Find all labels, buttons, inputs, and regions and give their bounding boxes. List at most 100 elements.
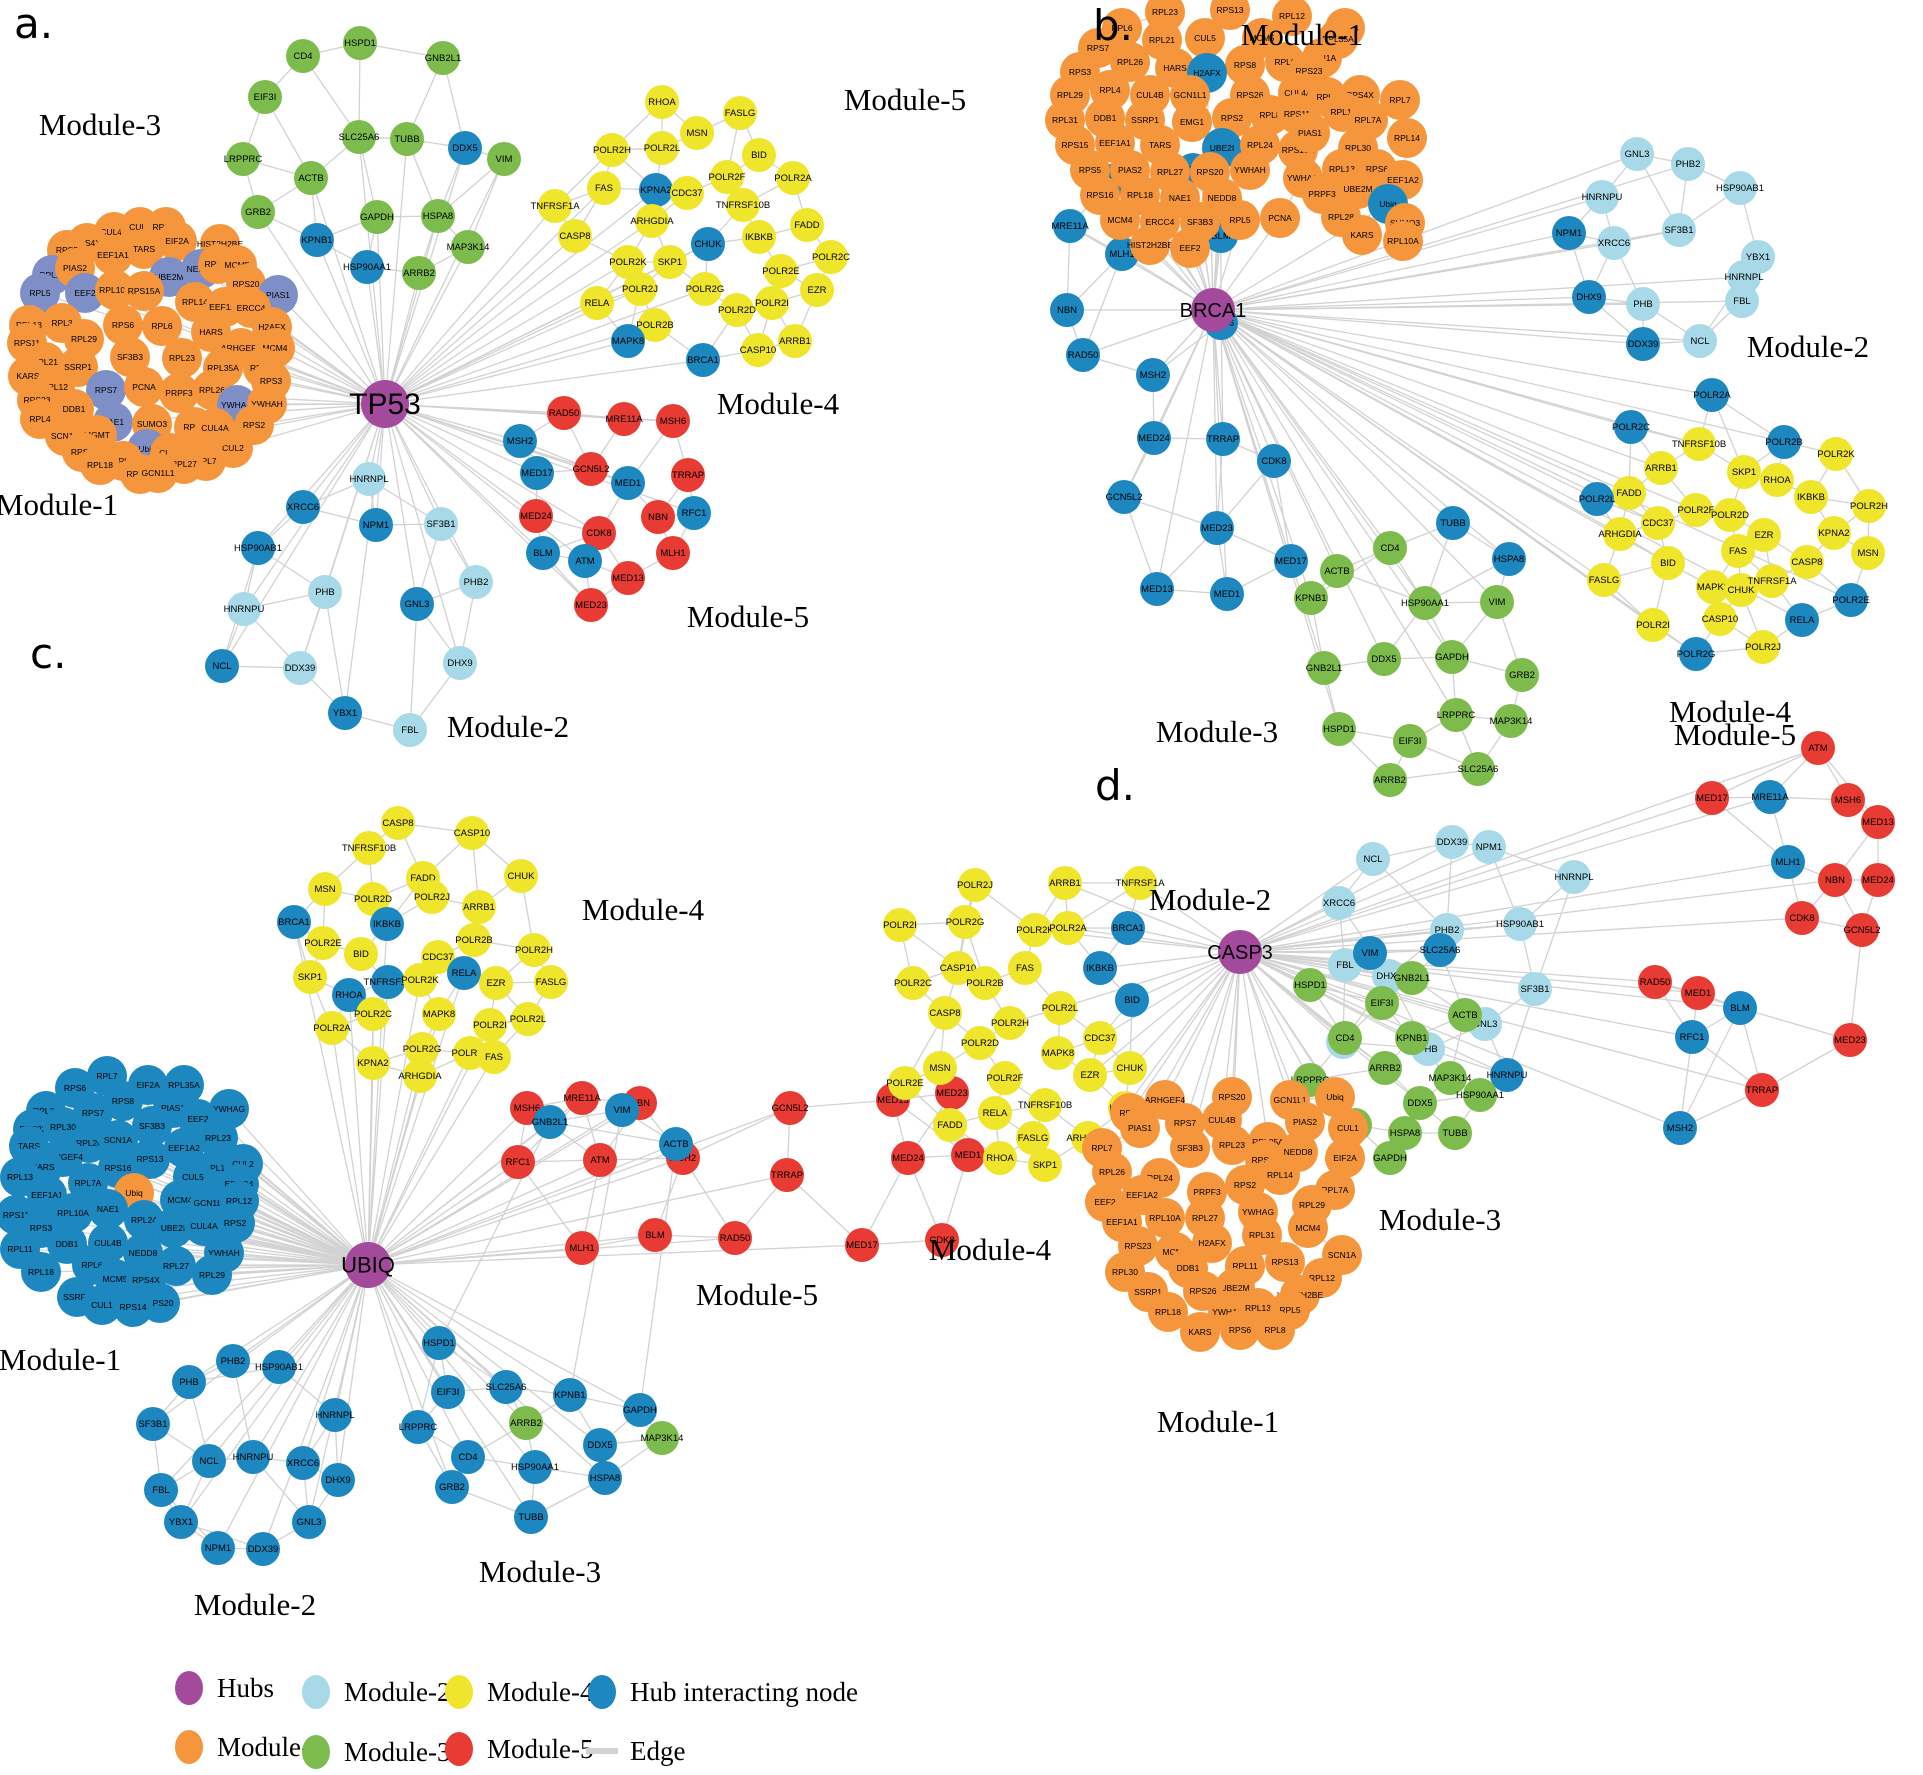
node-LRPPRC[interactable]: LRPPRC <box>224 142 263 176</box>
node-HSPD1[interactable]: HSPD1 <box>1322 712 1356 746</box>
node-VIM[interactable]: VIM <box>1480 585 1514 619</box>
node-GNL3[interactable]: GNL3 <box>400 587 434 621</box>
node-CDK8[interactable]: CDK8 <box>1785 901 1819 935</box>
node-KPNB1[interactable]: KPNB1 <box>553 1378 587 1412</box>
node-MSH2[interactable]: MSH2 <box>1663 1111 1697 1145</box>
node-EIF3I[interactable]: EIF3I <box>1365 986 1399 1020</box>
node-CASP8[interactable]: CASP8 <box>1790 545 1824 579</box>
node-XRCC6[interactable]: XRCC6 <box>286 490 320 524</box>
node-TUBB[interactable]: TUBB <box>514 1500 548 1534</box>
node-GCN5L2[interactable]: GCN5L2 <box>1106 480 1143 514</box>
node-TNFRSF10B[interactable]: TNFRSF10B <box>342 831 396 865</box>
node-RHOA[interactable]: RHOA <box>645 85 679 119</box>
node-RPL6[interactable]: RPL6 <box>142 306 182 346</box>
node-DHX9[interactable]: DHX9 <box>321 1463 355 1497</box>
node-RPS13[interactable]: RPS13 <box>130 1139 170 1179</box>
node-TNFRSF10B[interactable]: TNFRSF10B <box>716 188 770 222</box>
node-ACTB[interactable]: ACTB <box>659 1127 693 1161</box>
node-SKP1[interactable]: SKP1 <box>1727 455 1761 489</box>
node-POLR2A[interactable]: POLR2A <box>1693 378 1731 412</box>
node-POLR2G[interactable]: POLR2G <box>946 905 985 939</box>
node-MAPK8[interactable]: MAPK8 <box>1041 1036 1075 1070</box>
node-SF3B1[interactable]: SF3B1 <box>1518 972 1552 1006</box>
node-GCN1L1[interactable]: GCN1L1 <box>138 453 178 493</box>
node-CHUK[interactable]: CHUK <box>1724 573 1758 607</box>
node-BRCA1[interactable]: BRCA1 <box>686 343 720 377</box>
node-GNL3[interactable]: GNL3 <box>1620 137 1654 171</box>
node-XRCC6[interactable]: XRCC6 <box>1322 886 1356 920</box>
node-FASLG[interactable]: FASLG <box>534 965 568 999</box>
node-ATM[interactable]: ATM <box>1801 731 1835 765</box>
node-YBX1[interactable]: YBX1 <box>164 1505 198 1539</box>
node-XRCC6[interactable]: XRCC6 <box>1597 226 1631 260</box>
node-POLR2C[interactable]: POLR2C <box>812 240 850 274</box>
node-CHUK[interactable]: CHUK <box>504 859 538 893</box>
node-CDC37[interactable]: CDC37 <box>1641 506 1675 540</box>
node-POLR2K[interactable]: POLR2K <box>1016 913 1054 947</box>
node-CHUK[interactable]: CHUK <box>1113 1051 1147 1085</box>
node-RPL10A[interactable]: RPL10A <box>53 1193 93 1233</box>
node-POLR2J[interactable]: POLR2J <box>414 880 450 914</box>
node-KARS[interactable]: KARS <box>1180 1312 1220 1352</box>
node-NPM1[interactable]: NPM1 <box>359 508 393 542</box>
node-GNB2L1[interactable]: GNB2L1 <box>1306 651 1342 685</box>
node-GRB2[interactable]: GRB2 <box>435 1470 469 1504</box>
node-ARRB1[interactable]: ARRB1 <box>1644 451 1678 485</box>
node-CASP10[interactable]: CASP10 <box>740 333 776 367</box>
node-FBL[interactable]: FBL <box>1725 284 1759 318</box>
node-ARRB2[interactable]: ARRB2 <box>509 1406 543 1440</box>
node-DHX9[interactable]: DHX9 <box>443 646 477 680</box>
node-ARHGDIA[interactable]: ARHGDIA <box>398 1059 442 1093</box>
node-NBN[interactable]: NBN <box>1050 293 1084 327</box>
node-MED17[interactable]: MED17 <box>1274 544 1308 578</box>
node-HSP90AA1[interactable]: HSP90AA1 <box>1401 586 1449 620</box>
node-UBE2I[interactable]: UBE2I <box>153 1208 193 1248</box>
node-FAS[interactable]: FAS <box>1008 951 1042 985</box>
node-DDX5[interactable]: DDX5 <box>583 1428 617 1462</box>
node-ARHGDIA[interactable]: ARHGDIA <box>1598 517 1642 551</box>
node-RAD50[interactable]: RAD50 <box>547 396 581 430</box>
node-RPL14[interactable]: RPL14 <box>1387 118 1427 158</box>
node-MSN[interactable]: MSN <box>680 116 714 150</box>
node-FADD[interactable]: FADD <box>1612 476 1646 510</box>
node-CDK8[interactable]: CDK8 <box>925 1223 959 1257</box>
hub-UBIQ[interactable]: UBIQ <box>341 1242 395 1288</box>
node-KPNA2[interactable]: KPNA2 <box>356 1046 390 1080</box>
node-TUBB[interactable]: TUBB <box>1438 1116 1472 1150</box>
node-PIAS1[interactable]: PIAS1 <box>1120 1108 1160 1148</box>
node-EZR[interactable]: EZR <box>1747 518 1781 552</box>
node-CDK8[interactable]: CDK8 <box>582 516 616 550</box>
node-ACTB[interactable]: ACTB <box>1448 998 1482 1032</box>
node-POLR2I[interactable]: POLR2I <box>1636 608 1670 642</box>
node-MLH1[interactable]: MLH1 <box>656 536 690 570</box>
node-RAD50[interactable]: RAD50 <box>1638 965 1672 999</box>
node-MED1[interactable]: MED1 <box>1210 577 1244 611</box>
node-RPL23[interactable]: RPL23 <box>1212 1125 1252 1165</box>
node-BID[interactable]: BID <box>742 138 776 172</box>
node-RELA[interactable]: RELA <box>580 286 614 320</box>
node-TRRAP[interactable]: TRRAP <box>770 1158 804 1192</box>
node-MAP3K14[interactable]: MAP3K14 <box>447 230 490 264</box>
node-H2AFX[interactable]: H2AFX <box>1192 1223 1232 1263</box>
node-ARRB1[interactable]: ARRB1 <box>1048 866 1082 900</box>
node-DHX9[interactable]: DHX9 <box>1572 280 1606 314</box>
node-FAS[interactable]: FAS <box>1721 534 1755 568</box>
node-PHB2[interactable]: PHB2 <box>1671 147 1705 181</box>
node-EIF2A[interactable]: EIF2A <box>1325 1138 1365 1178</box>
node-HNRNPU[interactable]: HNRNPU <box>1582 180 1623 214</box>
node-GNB2L1[interactable]: GNB2L1 <box>425 41 461 75</box>
node-MLH1[interactable]: MLH1 <box>1771 845 1805 879</box>
node-MED23[interactable]: MED23 <box>1200 511 1234 545</box>
node-POLR2A[interactable]: POLR2A <box>313 1011 351 1045</box>
node-MED13[interactable]: MED13 <box>1140 572 1174 606</box>
node-KPNA2[interactable]: KPNA2 <box>1817 516 1851 550</box>
node-HSP90AA1[interactable]: HSP90AA1 <box>511 1450 559 1484</box>
node-HNRNPU[interactable]: HNRNPU <box>1487 1058 1528 1092</box>
node-RHOA[interactable]: RHOA <box>983 1141 1017 1175</box>
node-SLC25A6[interactable]: SLC25A6 <box>1420 933 1461 967</box>
node-HNRNPL[interactable]: HNRNPL <box>1554 860 1594 894</box>
node-HSP90AB1[interactable]: HSP90AB1 <box>1496 907 1544 941</box>
node-POLR2E[interactable]: POLR2E <box>304 926 342 960</box>
node-ACTB[interactable]: ACTB <box>294 161 328 195</box>
node-SKP1[interactable]: SKP1 <box>293 960 327 994</box>
